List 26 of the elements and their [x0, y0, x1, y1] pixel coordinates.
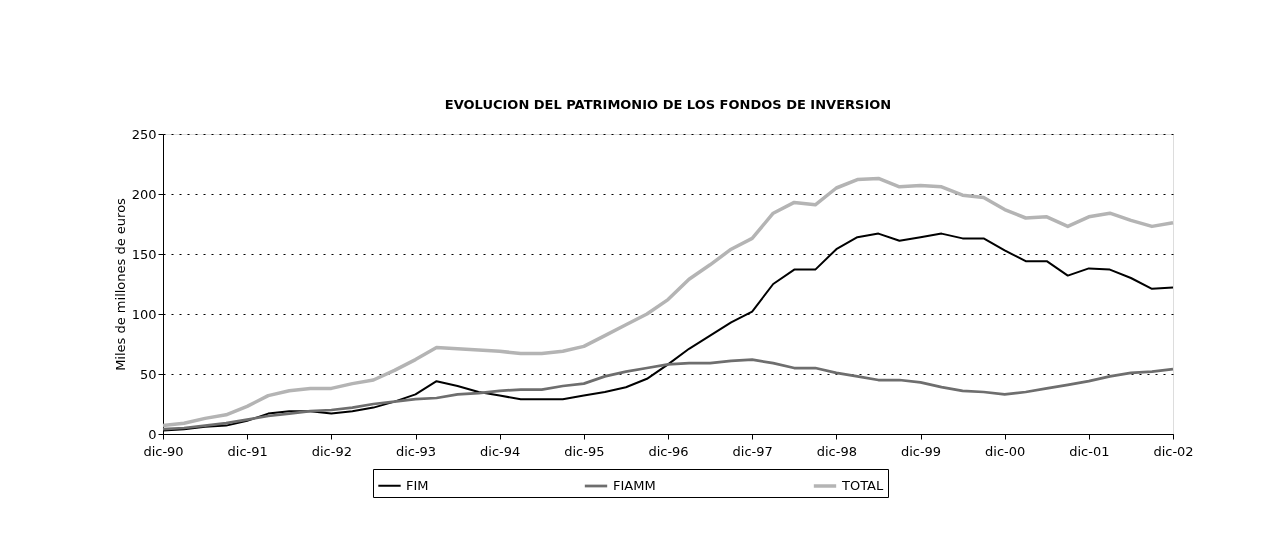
legend-label: FIAMM	[613, 478, 656, 493]
x-tick-label: dic-95	[564, 443, 605, 459]
chart-title: EVOLUCION DEL PATRIMONIO DE LOS FONDOS DE INVERSION	[444, 97, 892, 112]
y-tick-label: 250	[131, 126, 157, 142]
x-tick-label: dic-93	[395, 443, 437, 459]
line-series	[161, 176, 1175, 428]
x-tick-label: dic-90	[143, 443, 184, 459]
x-tick-label: dic-00	[985, 443, 1026, 459]
y-tick-label: 0	[148, 426, 157, 442]
legend-label: TOTAL	[841, 478, 884, 493]
y-tick-label: 200	[131, 186, 157, 202]
x-tick-label: dic-98	[816, 443, 857, 459]
x-tick-label: dic-92	[311, 443, 352, 459]
x-tick-label: dic-02	[1153, 443, 1194, 459]
y-tick-label: 150	[131, 246, 157, 262]
x-tick-label: dic-97	[732, 443, 773, 459]
line-series	[161, 358, 1175, 431]
y-tick-label: 100	[131, 306, 157, 322]
legend-label: FIM	[406, 477, 429, 493]
y-tick-label: 50	[139, 366, 157, 382]
x-tick-label: dic-91	[227, 443, 268, 459]
x-tick-label: dic-01	[1069, 443, 1110, 459]
x-tick-label: dic-96	[648, 443, 689, 459]
x-tick-label: dic-99	[900, 443, 942, 459]
y-axis-title: Miles de millones de euros	[112, 197, 128, 371]
x-tick-label: dic-94	[480, 443, 521, 459]
